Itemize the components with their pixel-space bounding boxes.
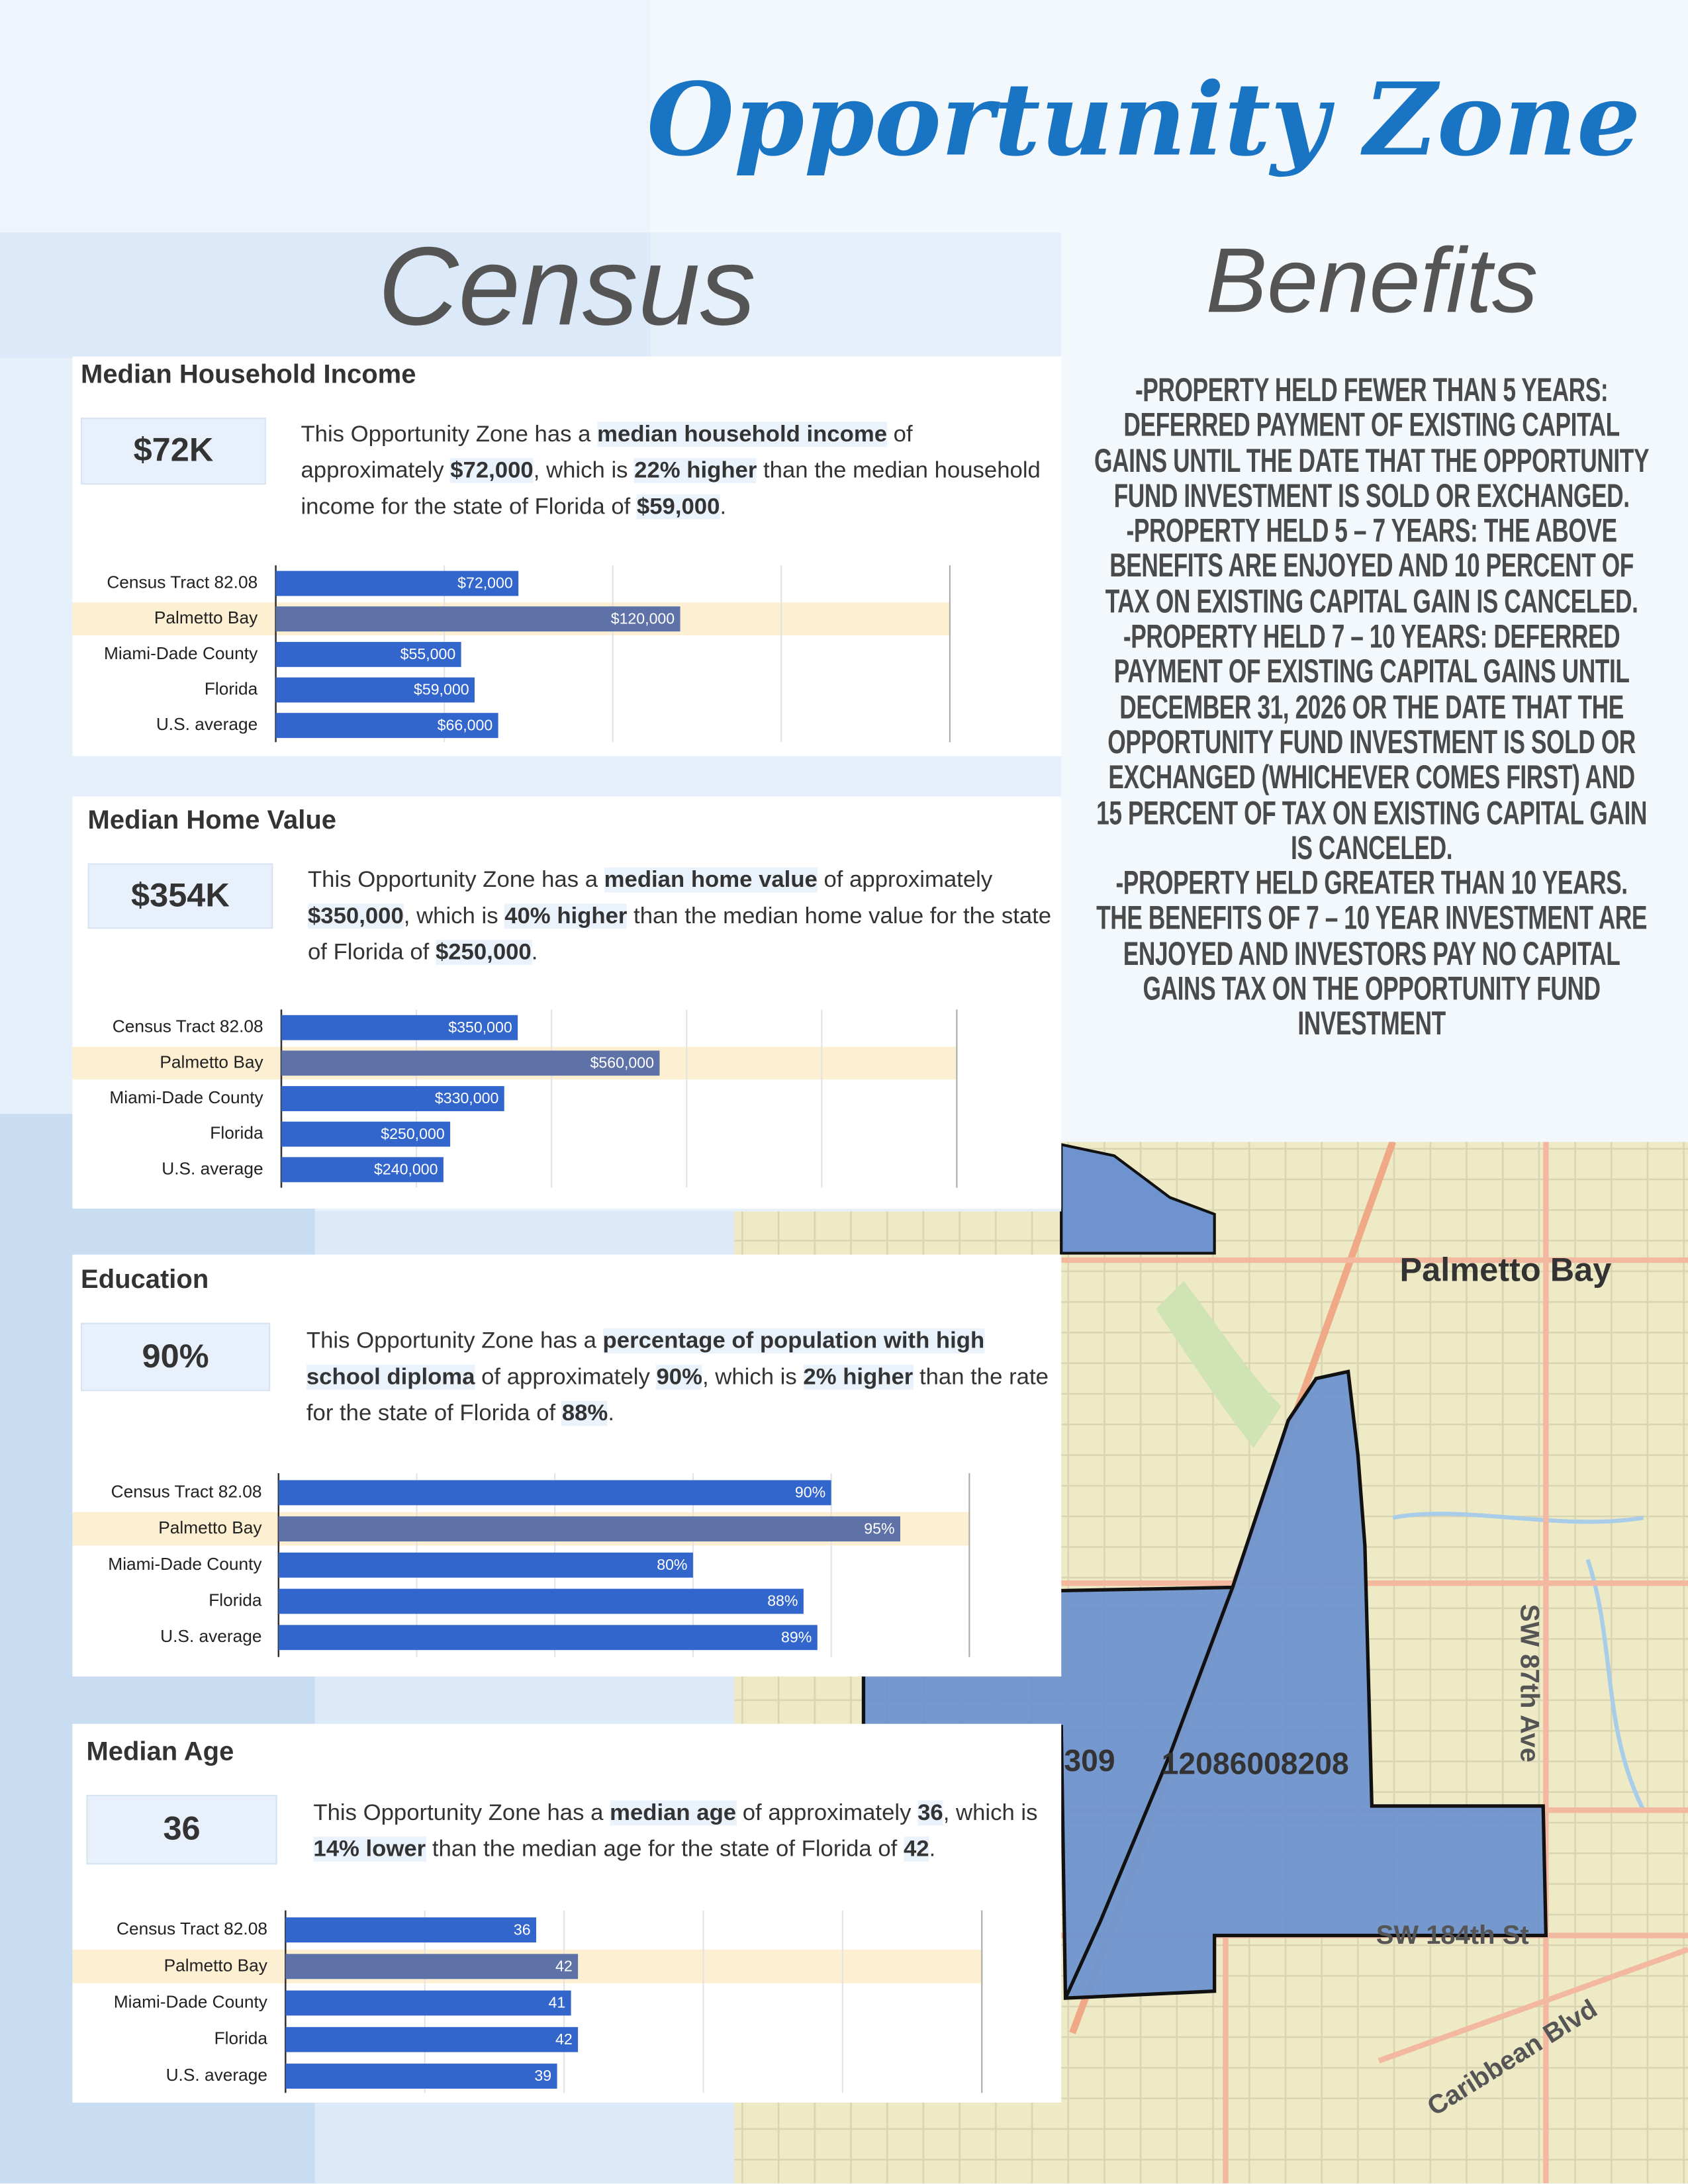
description-highlight: 22% higher — [634, 458, 757, 484]
description-text: , which is — [533, 458, 635, 484]
description-text: , which is — [403, 903, 505, 929]
description-highlight: median household income — [597, 422, 888, 447]
description-text: of approximately — [301, 422, 913, 484]
section-title: Census — [377, 224, 756, 348]
benefits-list: -PROPERTY HELD FEWER THAN 5 YEARS: DEFER… — [1094, 373, 1651, 1042]
description-text: than the median household income for the… — [301, 458, 1041, 520]
description-text: , which is — [702, 1364, 804, 1390]
description: This Opportunity Zone has a median house… — [301, 416, 1046, 525]
description: This Opportunity Zone has a median age o… — [313, 1795, 1058, 1867]
description-text: of approximately — [817, 867, 993, 893]
description-text: . — [531, 940, 538, 966]
description-text: This Opportunity Zone has a — [313, 1800, 610, 1826]
map-label: Caribbean Blvd — [1423, 1994, 1603, 2122]
tract-area — [1060, 1142, 1216, 1255]
description-highlight: $59,000 — [636, 494, 720, 520]
map-label: 12086008208 — [1162, 1746, 1349, 1780]
description-text: This Opportunity Zone has a — [301, 422, 598, 447]
park — [1156, 1281, 1282, 1449]
benefit-item: -PROPERTY HELD 5 – 7 YEARS: THE ABOVE BE… — [1105, 512, 1638, 621]
description-text: of approximately — [736, 1800, 918, 1826]
description-highlight: $250,000 — [435, 940, 532, 966]
canal — [1392, 1512, 1646, 1811]
map-label: Palmetto Bay — [1399, 1251, 1611, 1289]
description-highlight: 36 — [917, 1800, 943, 1826]
headline-value: 36 — [86, 1795, 277, 1865]
description-highlight: 88% — [561, 1400, 608, 1426]
description-text: than the rate for the state of Florida o… — [306, 1364, 1049, 1426]
description: This Opportunity Zone has a median home … — [307, 862, 1053, 970]
description-highlight: 40% higher — [504, 903, 628, 929]
benefit-item: -PROPERTY HELD FEWER THAN 5 YEARS: DEFER… — [1094, 371, 1650, 516]
benefits-text: -PROPERTY HELD FEWER THAN 5 YEARS: DEFER… — [1094, 373, 1650, 1042]
description-text: than the median home value for the state… — [307, 903, 1052, 966]
card-title: Education — [81, 1265, 209, 1295]
bg-panel — [0, 0, 651, 233]
description-text: than the median age for the state of Flo… — [426, 1837, 904, 1862]
description-text: of approximately — [475, 1364, 657, 1390]
description-text: This Opportunity Zone has a — [306, 1328, 603, 1354]
tract-area — [861, 1369, 1548, 2000]
description-highlight: 42 — [903, 1837, 929, 1862]
description-text: This Opportunity Zone has a — [307, 867, 604, 893]
description-highlight: median age — [610, 1800, 737, 1826]
card-title: Median Household Income — [81, 360, 416, 390]
description-highlight: 2% higher — [803, 1364, 914, 1390]
tract-border — [1064, 1586, 1235, 1999]
benefit-item: -PROPERTY HELD GREATER THAN 10 YEARS. TH… — [1096, 864, 1648, 1044]
description-text: . — [608, 1400, 614, 1426]
bg-panel — [0, 232, 651, 358]
description-text: , which is — [943, 1800, 1038, 1826]
description-text: . — [929, 1837, 936, 1862]
description-highlight: median home value — [604, 867, 818, 893]
description: This Opportunity Zone has a percentage o… — [306, 1323, 1058, 1432]
description-highlight: $72,000 — [450, 458, 534, 484]
card-title: Median Home Value — [87, 806, 337, 836]
description-highlight: 90% — [656, 1364, 702, 1390]
description-highlight: $350,000 — [307, 903, 404, 929]
section-title: Benefits — [1205, 228, 1538, 332]
description-text: . — [720, 494, 727, 520]
benefit-item: -PROPERTY HELD 7 – 10 YEARS: DEFERRED PA… — [1096, 618, 1647, 868]
headline-value: $72K — [81, 418, 266, 485]
headline-value: 90% — [81, 1322, 271, 1391]
map-label: SW 184th St — [1376, 1921, 1529, 1950]
headline-value: $354K — [87, 863, 273, 929]
card-title: Median Age — [86, 1737, 234, 1767]
map-label: 309 — [1064, 1743, 1115, 1778]
description-highlight: 14% lower — [313, 1837, 426, 1862]
page-title: Opportunity Zone — [647, 60, 1641, 179]
map-label: SW 87th Ave — [1515, 1604, 1544, 1762]
road — [1223, 1142, 1688, 2184]
